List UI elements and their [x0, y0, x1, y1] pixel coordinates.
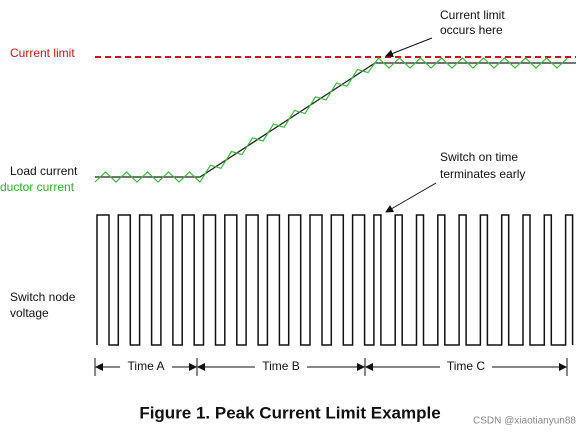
- time-label: Time C: [447, 359, 486, 373]
- label-bg: [440, 359, 492, 375]
- annotation: terminates early: [440, 167, 525, 181]
- label: Current limit: [10, 46, 75, 60]
- label: voltage: [10, 306, 49, 320]
- time-bar: Time A Time B Time C: [94, 358, 568, 376]
- annotation: Switch on time: [440, 150, 518, 164]
- switch-node-waveform: [96, 214, 574, 346]
- label-bg: [255, 359, 307, 375]
- annotation-arrow: [385, 182, 437, 213]
- annotation-arrow: [385, 37, 433, 58]
- annotation: Current limit: [440, 8, 505, 22]
- time-label: Time A: [128, 359, 165, 373]
- inductor-current-line: [94, 57, 568, 183]
- load-current-line: [95, 62, 576, 178]
- label: Switch node: [10, 290, 76, 304]
- time-label: Time B: [262, 359, 300, 373]
- caption: Figure 1. Peak Current Limit Example: [139, 403, 440, 422]
- annotation: occurs here: [440, 23, 503, 37]
- watermark: CSDN @xiaotianyun88: [473, 416, 576, 427]
- label-bg: [120, 359, 172, 375]
- label: Load current: [10, 164, 78, 178]
- label: ductor current: [0, 180, 75, 194]
